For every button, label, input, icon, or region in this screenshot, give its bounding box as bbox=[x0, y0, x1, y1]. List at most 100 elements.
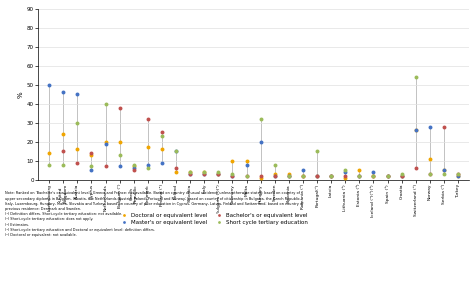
Point bbox=[172, 149, 180, 154]
Point bbox=[454, 172, 462, 176]
Point bbox=[257, 175, 264, 180]
Point bbox=[370, 174, 377, 178]
Point bbox=[144, 145, 152, 150]
Point bbox=[228, 172, 236, 176]
Point bbox=[73, 147, 81, 152]
Point bbox=[328, 174, 335, 178]
Point bbox=[341, 175, 349, 180]
Point bbox=[228, 158, 236, 163]
Point bbox=[328, 174, 335, 178]
Point bbox=[243, 174, 250, 178]
Point bbox=[172, 170, 180, 175]
Legend: Doctoral or equivalent level, Master's or equivalent level, Bachelor's or equiva: Doctoral or equivalent level, Master's o… bbox=[118, 213, 308, 225]
Point bbox=[384, 174, 392, 178]
Point bbox=[243, 158, 250, 163]
Point bbox=[46, 151, 53, 155]
Point bbox=[426, 124, 434, 129]
Point bbox=[257, 117, 264, 121]
Point bbox=[186, 170, 194, 175]
Point bbox=[144, 166, 152, 171]
Point bbox=[46, 162, 53, 167]
Point bbox=[384, 174, 392, 178]
Point bbox=[130, 164, 137, 169]
Point bbox=[341, 174, 349, 178]
Point bbox=[285, 174, 292, 178]
Point bbox=[313, 174, 321, 178]
Point bbox=[271, 174, 279, 178]
Point bbox=[215, 172, 222, 176]
Point bbox=[356, 174, 363, 178]
Point bbox=[116, 105, 123, 110]
Point bbox=[102, 102, 109, 106]
Point bbox=[172, 166, 180, 171]
Point bbox=[201, 170, 208, 175]
Point bbox=[412, 128, 419, 133]
Point bbox=[299, 168, 307, 173]
Point bbox=[398, 172, 405, 176]
Point bbox=[158, 134, 166, 138]
Point bbox=[172, 149, 180, 154]
Point bbox=[370, 174, 377, 178]
Point bbox=[88, 168, 95, 173]
Point bbox=[201, 172, 208, 176]
Point bbox=[228, 174, 236, 178]
Point bbox=[370, 170, 377, 175]
Point bbox=[88, 164, 95, 169]
Point bbox=[144, 117, 152, 121]
Point bbox=[215, 172, 222, 176]
Point bbox=[313, 149, 321, 154]
Point bbox=[158, 160, 166, 165]
Point bbox=[426, 172, 434, 176]
Point bbox=[328, 174, 335, 178]
Point bbox=[116, 164, 123, 169]
Point bbox=[88, 153, 95, 157]
Point bbox=[215, 170, 222, 175]
Point bbox=[285, 174, 292, 178]
Point bbox=[271, 162, 279, 167]
Point bbox=[313, 174, 321, 178]
Point bbox=[412, 75, 419, 79]
Point bbox=[454, 174, 462, 178]
Point bbox=[60, 132, 67, 137]
Point bbox=[440, 168, 447, 173]
Point bbox=[257, 139, 264, 144]
Point bbox=[271, 172, 279, 176]
Point bbox=[299, 174, 307, 178]
Point bbox=[440, 124, 447, 129]
Point bbox=[328, 174, 335, 178]
Point bbox=[356, 168, 363, 173]
Point bbox=[426, 157, 434, 161]
Point bbox=[370, 174, 377, 178]
Point bbox=[144, 162, 152, 167]
Point bbox=[412, 128, 419, 133]
Point bbox=[130, 166, 137, 171]
Point bbox=[356, 174, 363, 178]
Point bbox=[186, 172, 194, 176]
Point bbox=[341, 170, 349, 175]
Text: Note: Ranked on 'Bachelor’s or equivalent level'. Greece and France: not availab: Note: Ranked on 'Bachelor’s or equivalen… bbox=[5, 191, 303, 237]
Point bbox=[313, 174, 321, 178]
Y-axis label: %: % bbox=[18, 91, 24, 97]
Point bbox=[285, 172, 292, 176]
Point bbox=[440, 168, 447, 173]
Point bbox=[186, 170, 194, 175]
Point bbox=[454, 174, 462, 178]
Point bbox=[88, 151, 95, 155]
Point bbox=[186, 172, 194, 176]
Point bbox=[412, 166, 419, 171]
Point bbox=[73, 92, 81, 97]
Point bbox=[102, 164, 109, 169]
Point bbox=[299, 174, 307, 178]
Point bbox=[102, 141, 109, 146]
Point bbox=[426, 172, 434, 176]
Point bbox=[454, 172, 462, 176]
Point bbox=[60, 162, 67, 167]
Point bbox=[158, 130, 166, 135]
Point bbox=[73, 160, 81, 165]
Point bbox=[285, 174, 292, 178]
Point bbox=[398, 174, 405, 178]
Point bbox=[201, 172, 208, 176]
Point bbox=[60, 149, 67, 154]
Point bbox=[440, 172, 447, 176]
Point bbox=[116, 139, 123, 144]
